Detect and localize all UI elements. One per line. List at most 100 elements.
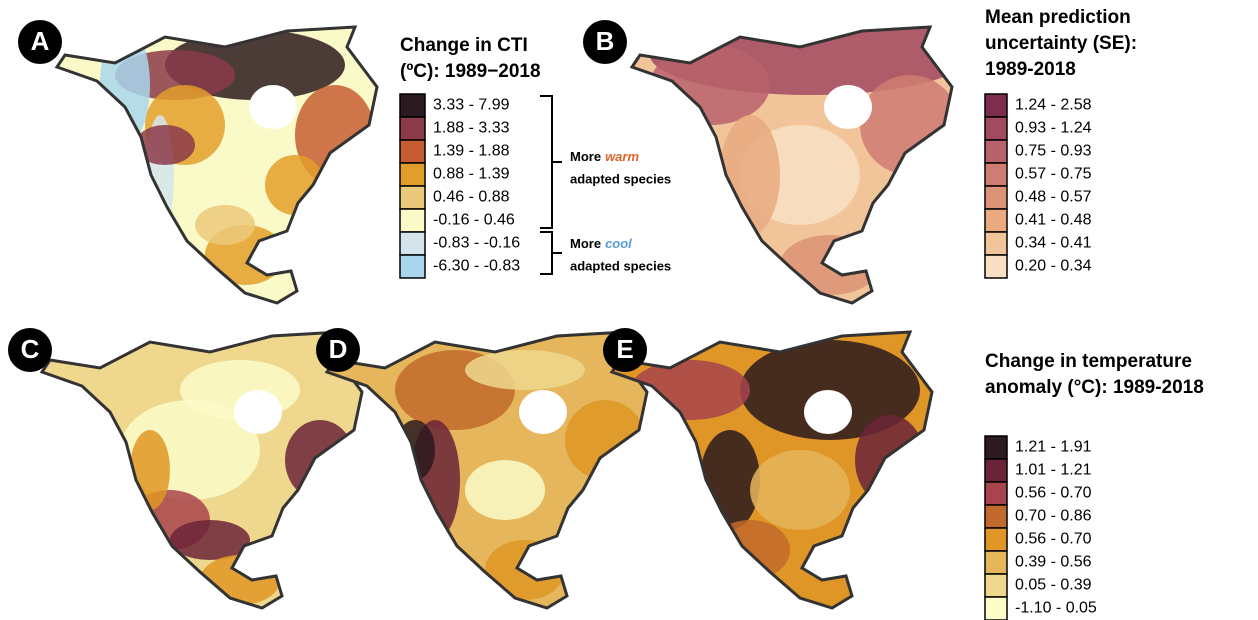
legend-label: 1.88 - 3.33 [433, 120, 510, 137]
map-fill [630, 340, 925, 580]
legend-label: 0.75 - 0.93 [1015, 143, 1092, 160]
legend-swatch [985, 597, 1007, 620]
map-region [195, 205, 255, 245]
legend-label: 0.70 - 0.86 [1015, 508, 1092, 525]
legend-swatch [400, 209, 425, 232]
legend-label: -0.16 - 0.46 [433, 212, 515, 229]
annotation: More cool [570, 236, 632, 251]
map-region [130, 430, 170, 510]
bracket [540, 96, 562, 228]
map [57, 25, 377, 303]
legend-title: uncertainty (SE): [985, 33, 1137, 54]
map-region [100, 25, 150, 145]
legend-label: -6.30 - -0.83 [433, 258, 520, 275]
map-region [720, 115, 780, 235]
legend-label: 0.34 - 0.41 [1015, 235, 1092, 252]
map-region [200, 555, 280, 605]
annotation-word: cool [605, 236, 632, 251]
legend-swatch [400, 232, 425, 255]
legend-swatch [400, 140, 425, 163]
legend-swatch [985, 163, 1007, 186]
legend-swatch [985, 459, 1007, 482]
legend-label: 0.88 - 1.39 [433, 166, 510, 183]
legend-swatch [985, 482, 1007, 505]
annotation-word: warm [605, 149, 639, 164]
legend-title: Change in CTI [400, 35, 528, 56]
hudson-bay [249, 85, 297, 129]
hudson-bay [519, 390, 567, 434]
legend-swatch [985, 232, 1007, 255]
hudson-bay [234, 390, 282, 434]
annotation-prefix: More [570, 236, 601, 251]
map [612, 332, 932, 608]
panel-label: C [21, 334, 40, 364]
map-region [700, 430, 760, 530]
map-region [395, 420, 435, 480]
legend-label: 0.46 - 0.88 [433, 189, 510, 206]
annotation: adapted species [570, 171, 671, 186]
legend-label: 0.56 - 0.70 [1015, 485, 1092, 502]
map [42, 332, 362, 608]
legend-label: -0.83 - -0.16 [433, 235, 520, 252]
map [632, 15, 970, 303]
panel-label: B [596, 26, 615, 56]
map-region [630, 360, 750, 420]
legend-label: 1.21 - 1.91 [1015, 439, 1092, 456]
annotation: More warm [570, 149, 639, 164]
legend-swatch [985, 117, 1007, 140]
legend-label: 0.41 - 0.48 [1015, 212, 1092, 229]
legend-label: 0.56 - 0.70 [1015, 531, 1092, 548]
legend-swatch [985, 186, 1007, 209]
legend-title: (ºC): 1989−2018 [400, 61, 541, 82]
panel-label: A [31, 26, 50, 56]
legend-swatch [985, 209, 1007, 232]
legend-title: anomaly (°C): 1989-2018 [985, 377, 1204, 398]
bracket [540, 232, 562, 274]
legend-swatch [985, 505, 1007, 528]
legend-label: 0.57 - 0.75 [1015, 166, 1092, 183]
legend-swatch [985, 574, 1007, 597]
legend-label: 0.20 - 0.34 [1015, 258, 1092, 275]
legend-label: 0.48 - 0.57 [1015, 189, 1092, 206]
legend-swatch [400, 94, 425, 117]
legend-swatch [985, 94, 1007, 117]
map-region [710, 520, 790, 580]
panel-label: E [616, 334, 633, 364]
map-region [465, 350, 585, 390]
panel-label: D [329, 334, 348, 364]
map-region [265, 155, 325, 215]
legend-swatch [985, 551, 1007, 574]
legend-label: 0.39 - 0.56 [1015, 554, 1092, 571]
legend-swatch [400, 255, 425, 278]
legend-label: 1.24 - 2.58 [1015, 97, 1092, 114]
map-region [465, 460, 545, 520]
legend-title: Change in temperature [985, 351, 1192, 372]
map-region [750, 450, 850, 530]
legend-swatch [400, 163, 425, 186]
legend-swatch [400, 186, 425, 209]
legend-title: Mean prediction [985, 7, 1131, 28]
annotation: adapted species [570, 258, 671, 273]
legend-label: 1.39 - 1.88 [433, 143, 510, 160]
figure: A B C D E Change in CTI (ºC): 1989−2018 3.33 - … [0, 0, 1258, 620]
map-region [485, 540, 565, 600]
legend-swatch [985, 140, 1007, 163]
legend-label: 3.33 - 7.99 [433, 97, 510, 114]
legend-label: 0.93 - 1.24 [1015, 120, 1092, 137]
map-region [650, 45, 770, 125]
legend-swatch [985, 255, 1007, 278]
annotation-prefix: More [570, 149, 601, 164]
legend-swatch [400, 117, 425, 140]
legend-label: 1.01 - 1.21 [1015, 462, 1092, 479]
map-region [565, 400, 645, 480]
legend-swatch [985, 528, 1007, 551]
map [327, 332, 647, 608]
map-region [285, 420, 355, 500]
legend-label: -1.10 - 0.05 [1015, 600, 1097, 617]
legend-swatch [985, 436, 1007, 459]
legend-title: 1989-2018 [985, 59, 1076, 80]
map-fill [650, 15, 970, 295]
hudson-bay [824, 85, 872, 129]
legend-label: 0.05 - 0.39 [1015, 577, 1092, 594]
map-region [780, 235, 880, 295]
